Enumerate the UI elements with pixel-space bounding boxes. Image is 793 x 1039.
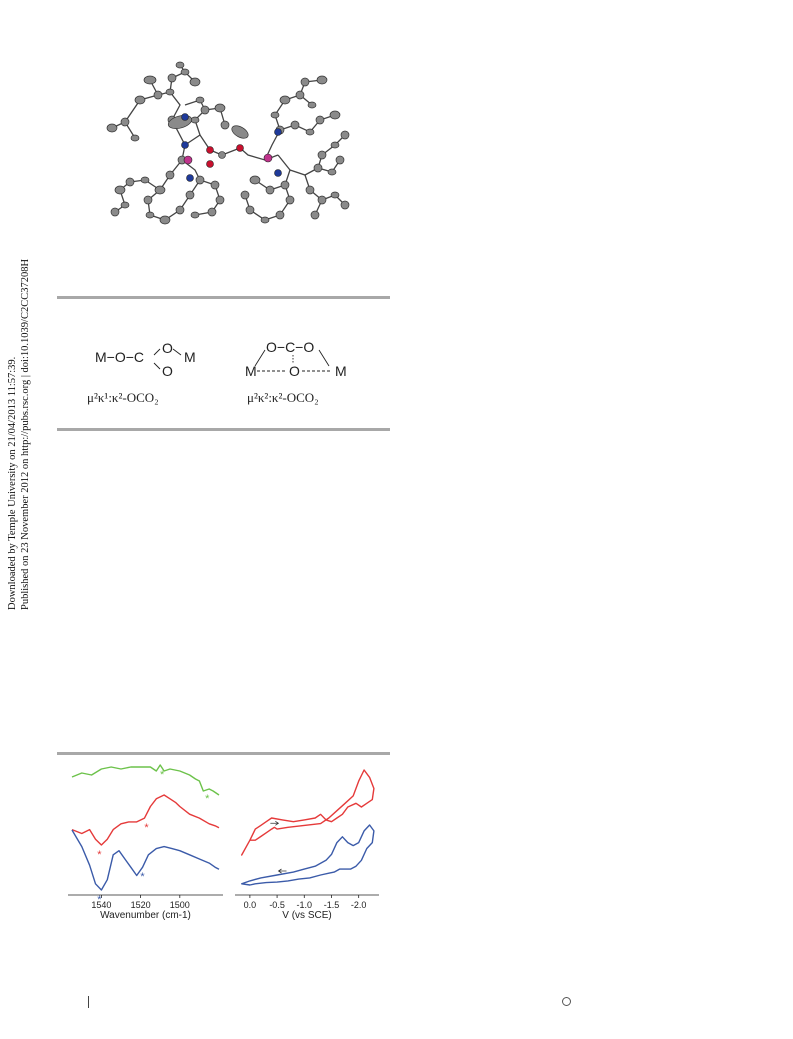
- chart-0-tick-label: 1520: [131, 900, 151, 910]
- chart-1-tick-label: -0.5: [269, 900, 285, 910]
- chart-1-sweep-arrow: [277, 868, 287, 874]
- chart-0-series-0-peak-marker: *: [205, 793, 210, 805]
- chart-0-series-0-peak-marker: *: [160, 769, 165, 781]
- left-motif-m-o-c: M−O−C: [95, 349, 144, 365]
- right-motif-left-m: M: [245, 363, 257, 379]
- chart-0-series-2-peak-marker: *: [97, 894, 102, 906]
- right-motif-right-m: M: [335, 363, 347, 379]
- chart-1-tick-label: -1.0: [297, 900, 313, 910]
- scheme-top-rule: [57, 296, 390, 299]
- right-motif-middle-o: O: [289, 363, 300, 379]
- chart-1-series-1-line: [241, 824, 375, 886]
- chart-0-series-2-peak-marker: *: [140, 871, 145, 883]
- heteroatoms: [181, 113, 282, 182]
- right-motif-label: μ²κ²:κ²-OCO₂: [247, 390, 319, 405]
- left-motif-bottom-o: O: [162, 363, 173, 379]
- chart-top-rule: [57, 752, 390, 755]
- download-note: Downloaded by Temple University on 21/04…: [6, 250, 36, 610]
- chart-1-sweep-arrow: [270, 820, 280, 826]
- chart-1-tick-label: -2.0: [351, 900, 367, 910]
- chart-1-xlabel: V (vs SCE): [282, 910, 331, 921]
- publication-line: Published on 23 November 2012 on http://…: [20, 258, 31, 610]
- left-motif-bonds: [153, 348, 182, 370]
- chart-0-series-1-peak-marker: *: [144, 822, 149, 834]
- scheme-bottom-rule: [57, 428, 390, 431]
- chart-1-tick-label: 0.0: [244, 900, 257, 910]
- atom-ellipsoids: [106, 61, 350, 225]
- chart-0-xlabel: Wavenumber (cm-1): [100, 910, 191, 921]
- right-motif-o-c-o: O−C−O: [266, 339, 314, 355]
- left-motif-label: μ²κ¹:κ²-OCO₂: [87, 390, 159, 405]
- download-line: Downloaded by Temple University on 21/04…: [7, 356, 18, 610]
- chart-1-series-0-line: [241, 769, 375, 856]
- left-motif-right-m: M: [184, 349, 196, 365]
- chart-0-tick-label: 1500: [170, 900, 190, 910]
- chart-0-series-2-line: [71, 829, 220, 891]
- chart-0-series-1-peak-marker: *: [97, 849, 102, 861]
- coordination-scheme: M−O−C O M O μ²κ¹:κ²-OCO₂ O−C−O M O M μ²κ…: [87, 339, 347, 405]
- chart-1-tick-label: -1.5: [324, 900, 340, 910]
- chart-0-tick-label: 1540: [91, 900, 111, 910]
- footer-divider: [88, 996, 89, 1008]
- chart-0-series-0-line: [71, 764, 220, 796]
- footer-circle-icon: [562, 997, 571, 1006]
- right-motif-bonds: [254, 349, 332, 372]
- crystal-structure-image: [106, 61, 350, 225]
- chart-0-series-1-line: [71, 794, 220, 846]
- left-motif-top-o: O: [162, 340, 173, 356]
